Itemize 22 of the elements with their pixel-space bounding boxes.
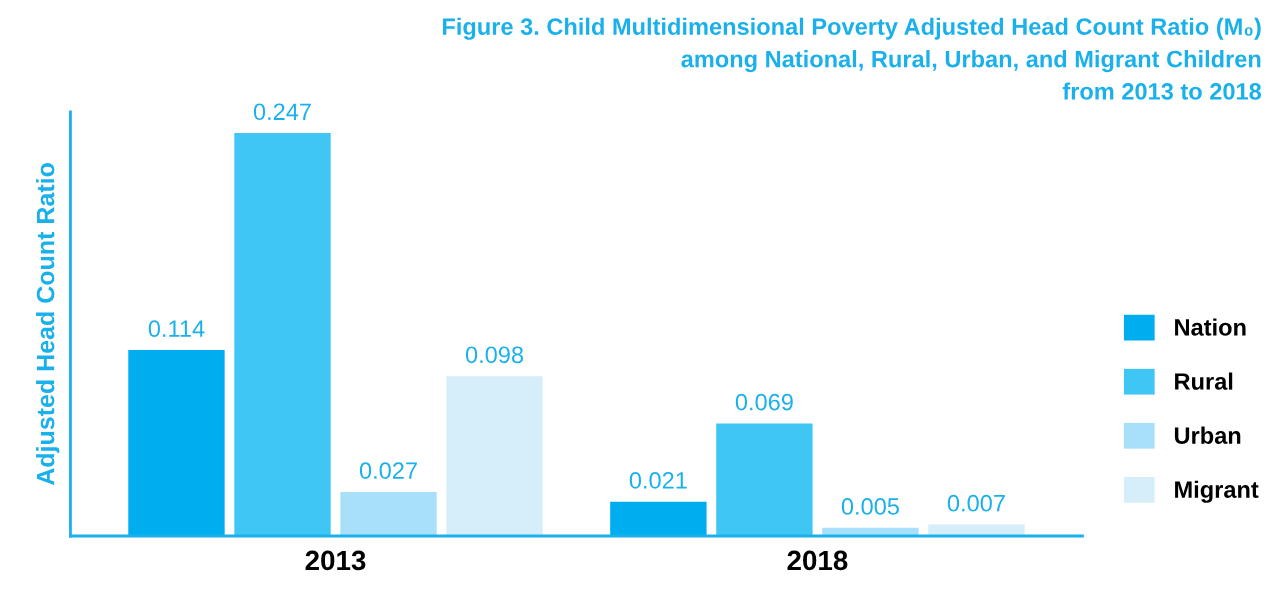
legend-label: Rural <box>1175 372 1233 390</box>
legend-label: Migrant <box>1175 480 1259 503</box>
bar <box>716 423 813 536</box>
data-label: 0.007 <box>947 494 1005 512</box>
legend-label: Urban <box>1174 426 1241 444</box>
bar <box>446 376 543 536</box>
data-label: 0.005 <box>841 498 899 515</box>
chart-title: Figure 3. Child Multidimensional Poverty Adjusted Head Count Ratio (M₀) among National, Rural, Urban, and Migrant Children from 2013 to 2018 <box>442 17 1262 100</box>
bar <box>128 350 225 536</box>
x-tick-label: 2018 <box>787 550 848 571</box>
data-label: 0.247 <box>253 103 311 121</box>
legend-label: Nation <box>1175 318 1246 336</box>
bar <box>340 491 437 536</box>
data-label: 0.114 <box>148 320 205 338</box>
bar <box>234 133 331 536</box>
bar <box>610 501 707 536</box>
data-label: 0.027 <box>359 462 417 479</box>
x-tick-label: 2013 <box>305 550 366 571</box>
y-axis-title: Adjusted Head Count Ratio <box>36 163 60 486</box>
data-label: 0.098 <box>465 346 524 364</box>
data-label: 0.021 <box>629 472 687 489</box>
data-label: 0.069 <box>735 393 793 411</box>
